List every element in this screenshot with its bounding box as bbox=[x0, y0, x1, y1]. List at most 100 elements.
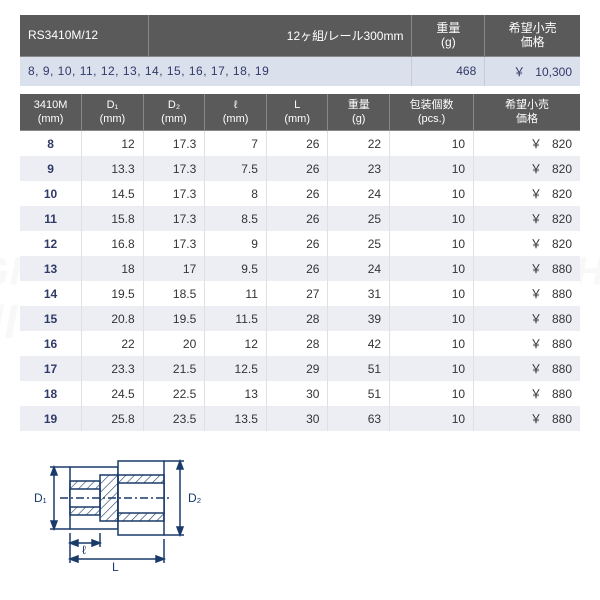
diagram-d1-label: D₁ bbox=[34, 491, 47, 505]
pack-cell: 10 bbox=[390, 406, 474, 431]
diagram-svg: D₁ D₂ ℓ L bbox=[20, 445, 210, 575]
size-cell: 19 bbox=[20, 406, 82, 431]
col-pack: 包装個数(pcs.) bbox=[390, 94, 474, 131]
d2-cell: 22.5 bbox=[143, 381, 205, 406]
table-row: 81217.37262210￥820 bbox=[20, 131, 580, 157]
size-cell: 14 bbox=[20, 281, 82, 306]
table-row: 1014.517.38262410￥820 bbox=[20, 181, 580, 206]
price-cell: ￥880 bbox=[474, 406, 580, 431]
l2-cell: 26 bbox=[266, 156, 328, 181]
weight-cell: 23 bbox=[328, 156, 390, 181]
set-desc-header: 12ヶ組/レール300mm bbox=[149, 15, 412, 56]
pack-cell: 10 bbox=[390, 131, 474, 157]
d2-cell: 17.3 bbox=[143, 156, 205, 181]
size-cell: 15 bbox=[20, 306, 82, 331]
d1-cell: 25.8 bbox=[82, 406, 144, 431]
set-row: 8, 9, 10, 11, 12, 13, 14, 15, 16, 17, 18… bbox=[20, 56, 580, 86]
d2-cell: 17.3 bbox=[143, 131, 205, 157]
price-cell: ￥880 bbox=[474, 331, 580, 356]
weight-cell: 24 bbox=[328, 181, 390, 206]
weight-cell: 25 bbox=[328, 231, 390, 256]
col-model: 3410M(mm) bbox=[20, 94, 82, 131]
d2-cell: 17.3 bbox=[143, 231, 205, 256]
spec-table-head: 3410M(mm) D₁(mm) D₂(mm) ℓ(mm) L(mm) 重量(g… bbox=[20, 94, 580, 131]
l1-cell: 8 bbox=[205, 181, 267, 206]
col-d1: D₁(mm) bbox=[82, 94, 144, 131]
l2-cell: 26 bbox=[266, 181, 328, 206]
pack-cell: 10 bbox=[390, 181, 474, 206]
size-cell: 17 bbox=[20, 356, 82, 381]
d1-cell: 22 bbox=[82, 331, 144, 356]
l1-cell: 9.5 bbox=[205, 256, 267, 281]
weight-cell: 31 bbox=[328, 281, 390, 306]
table-row: 1824.522.513305110￥880 bbox=[20, 381, 580, 406]
d1-cell: 12 bbox=[82, 131, 144, 157]
l2-cell: 26 bbox=[266, 256, 328, 281]
l1-cell: 8.5 bbox=[205, 206, 267, 231]
l2-cell: 26 bbox=[266, 206, 328, 231]
set-price-header: 希望小売 価格 bbox=[485, 15, 580, 56]
table-row: 1723.321.512.5295110￥880 bbox=[20, 356, 580, 381]
size-cell: 9 bbox=[20, 156, 82, 181]
table-row: 913.317.37.5262310￥820 bbox=[20, 156, 580, 181]
set-price: ￥10,300 bbox=[485, 56, 580, 86]
set-model-header: RS3410M/12 bbox=[20, 15, 149, 56]
l2-cell: 29 bbox=[266, 356, 328, 381]
size-cell: 11 bbox=[20, 206, 82, 231]
pack-cell: 10 bbox=[390, 206, 474, 231]
weight-cell: 42 bbox=[328, 331, 390, 356]
table-row: 1216.817.39262510￥820 bbox=[20, 231, 580, 256]
col-l2: L(mm) bbox=[266, 94, 328, 131]
table-row: 1419.518.511273110￥880 bbox=[20, 281, 580, 306]
table-row: 1318179.5262410￥880 bbox=[20, 256, 580, 281]
l2-cell: 26 bbox=[266, 231, 328, 256]
d1-cell: 24.5 bbox=[82, 381, 144, 406]
size-cell: 16 bbox=[20, 331, 82, 356]
d2-cell: 20 bbox=[143, 331, 205, 356]
pack-cell: 10 bbox=[390, 156, 474, 181]
l1-cell: 12 bbox=[205, 331, 267, 356]
page-content: RS3410M/12 12ヶ組/レール300mm 重量 (g) 希望小売 価格 … bbox=[20, 15, 580, 575]
l1-cell: 11 bbox=[205, 281, 267, 306]
weight-cell: 51 bbox=[328, 381, 390, 406]
price-cell: ￥880 bbox=[474, 306, 580, 331]
price-cell: ￥880 bbox=[474, 381, 580, 406]
price-cell: ￥820 bbox=[474, 231, 580, 256]
set-weight-header: 重量 (g) bbox=[412, 15, 485, 56]
l1-cell: 12.5 bbox=[205, 356, 267, 381]
set-table-head: RS3410M/12 12ヶ組/レール300mm 重量 (g) 希望小売 価格 bbox=[20, 15, 580, 56]
price-cell: ￥820 bbox=[474, 206, 580, 231]
price-cell: ￥880 bbox=[474, 356, 580, 381]
table-row: 16222012284210￥880 bbox=[20, 331, 580, 356]
set-table-body: 8, 9, 10, 11, 12, 13, 14, 15, 16, 17, 18… bbox=[20, 56, 580, 86]
l1-cell: 13.5 bbox=[205, 406, 267, 431]
l2-cell: 30 bbox=[266, 381, 328, 406]
l1-cell: 9 bbox=[205, 231, 267, 256]
diagram-l1-label: ℓ bbox=[82, 543, 86, 557]
table-row: 1925.823.513.5306310￥880 bbox=[20, 406, 580, 431]
set-sizes: 8, 9, 10, 11, 12, 13, 14, 15, 16, 17, 18… bbox=[20, 56, 412, 86]
l1-cell: 7 bbox=[205, 131, 267, 157]
l2-cell: 27 bbox=[266, 281, 328, 306]
size-cell: 12 bbox=[20, 231, 82, 256]
d2-cell: 17.3 bbox=[143, 206, 205, 231]
l1-cell: 7.5 bbox=[205, 156, 267, 181]
spec-table: 3410M(mm) D₁(mm) D₂(mm) ℓ(mm) L(mm) 重量(g… bbox=[20, 94, 580, 432]
d1-cell: 16.8 bbox=[82, 231, 144, 256]
pack-cell: 10 bbox=[390, 256, 474, 281]
diagram-d2-label: D₂ bbox=[188, 491, 202, 505]
weight-cell: 39 bbox=[328, 306, 390, 331]
d1-cell: 20.8 bbox=[82, 306, 144, 331]
spec-table-body: 81217.37262210￥820913.317.37.5262310￥820… bbox=[20, 131, 580, 432]
d1-cell: 15.8 bbox=[82, 206, 144, 231]
table-row: 1520.819.511.5283910￥880 bbox=[20, 306, 580, 331]
d1-cell: 13.3 bbox=[82, 156, 144, 181]
price-cell: ￥820 bbox=[474, 131, 580, 157]
d1-cell: 19.5 bbox=[82, 281, 144, 306]
price-cell: ￥880 bbox=[474, 256, 580, 281]
d1-cell: 14.5 bbox=[82, 181, 144, 206]
d1-cell: 18 bbox=[82, 256, 144, 281]
d2-cell: 19.5 bbox=[143, 306, 205, 331]
l1-cell: 11.5 bbox=[205, 306, 267, 331]
col-price: 希望小売価格 bbox=[474, 94, 580, 131]
